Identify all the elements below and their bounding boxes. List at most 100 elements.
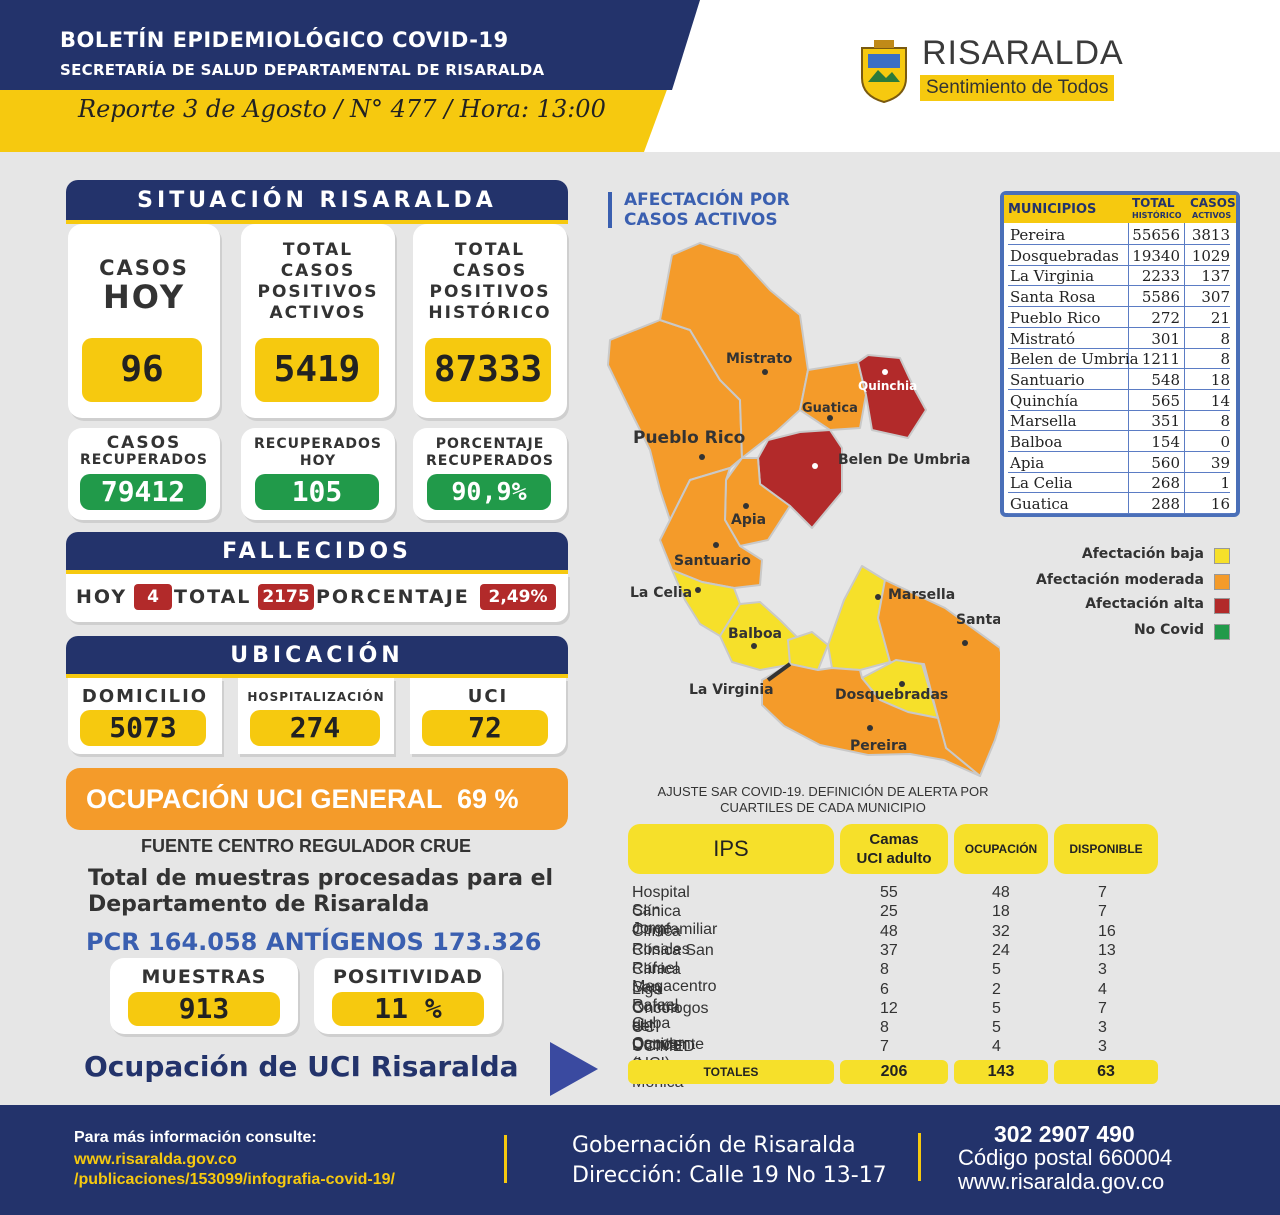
col-divider-1 (1128, 223, 1129, 513)
casos-activos-label-1: TOTAL (282, 240, 354, 260)
map-city-markers (695, 369, 968, 731)
footer-divider-2 (918, 1133, 921, 1181)
fuente-crue: FUENTE CENTRO REGULADOR CRUE (140, 836, 471, 856)
footer-gobernacion: Gobernación de Risaralda (572, 1133, 856, 1158)
map-title-accent (608, 192, 612, 228)
map-label-santuario: Santuario (674, 553, 751, 569)
casos-hoy-value: 96 (82, 338, 202, 402)
antigenos-total: ANTÍGENOS 173.326 (266, 928, 542, 956)
ips-name: Hospital San Jorge (632, 884, 690, 937)
ubicacion-title: UBICACIÓN (66, 636, 568, 678)
region-guatica[interactable] (799, 361, 867, 431)
recuperados-value: 79412 (80, 474, 206, 510)
ips-camas: 8 (880, 1019, 889, 1037)
fallecidos-title: FALLECIDOS (66, 532, 568, 574)
map-label-pueblo-rico: Pueblo Rico (633, 428, 745, 448)
ips-ocupacion: 2 (992, 980, 1001, 998)
municipio-name: Marsella (1010, 412, 1077, 431)
camas-header: Camas UCI adulto (840, 824, 948, 874)
ips-name: Liga Contra el Cancer (632, 980, 684, 1052)
domicilio-card: DOMICILIO 5073 (68, 678, 222, 754)
muestras-intro-1: Total de muestras procesadas para el (88, 866, 554, 891)
municipio-activos: 0 (1220, 433, 1230, 451)
totales-label: TOTALES (628, 1060, 834, 1084)
situacion-title: SITUACIÓN RISARALDA (66, 180, 568, 224)
logo-name: RISARALDA (922, 34, 1124, 72)
ips-ocupacion: 18 (992, 903, 1010, 921)
region-quinchia[interactable] (857, 354, 927, 439)
recuperados-hoy-value: 105 (255, 474, 379, 510)
municipio-name: Dosquebradas (1010, 246, 1119, 265)
totales-ocupacion: 143 (954, 1060, 1048, 1084)
play-arrow-icon[interactable] (548, 1040, 600, 1098)
porcentaje-recuperados-label-2: RECUPERADOS (425, 453, 555, 469)
municipio-row: La Virginia 2233 137 (1008, 266, 1230, 287)
ips-header: IPS (628, 824, 834, 874)
ips-camas: 12 (880, 999, 898, 1017)
ips-ocupacion: 5 (992, 1019, 1001, 1037)
marker-quinchia (882, 369, 888, 375)
marker-santuario (713, 542, 719, 548)
bulletin-subtitle: SECRETARÍA DE SALUD DEPARTAMENTAL DE RIS… (60, 61, 545, 79)
positividad-label: POSITIVIDAD (333, 966, 483, 988)
municipio-total: 19340 (1132, 246, 1180, 265)
municipio-row: Quinchía 565 14 (1008, 391, 1230, 411)
ips-disponible: 3 (1098, 1038, 1107, 1056)
ips-disponible: 16 (1098, 922, 1116, 940)
footer-web[interactable]: www.risaralda.gov.co (958, 1169, 1165, 1194)
ips-ocupacion: 32 (992, 922, 1010, 940)
municipio-row: Guatica 288 16 (1008, 494, 1230, 515)
marker-pereira (867, 725, 873, 731)
map-label-apia: Apia (731, 512, 766, 528)
hospitalizacion-label: HOSPITALIZACIÓN (247, 690, 385, 704)
municipio-name: Quinchía (1010, 391, 1079, 410)
footer-url-1[interactable]: www.risaralda.gov.co (74, 1151, 237, 1168)
logo-tagline: Sentimiento de Todos (920, 75, 1115, 101)
casos-historico-label-3: POSITIVOS (429, 282, 551, 302)
marker-dosquebradas (899, 681, 905, 687)
municipio-activos: 1 (1220, 474, 1230, 493)
region-la-virginia[interactable] (787, 631, 829, 671)
marker-pueblo-rico (699, 454, 705, 460)
ajuste-note-line-2: CUARTILES DE CADA MUNICIPIO (720, 800, 926, 815)
ajuste-note: AJUSTE SAR COVID-19. DEFINICIÓN DE ALERT… (628, 784, 1018, 816)
legend-nocovid-label: No Covid (1133, 622, 1204, 638)
hospitalizacion-value: 274 (250, 710, 380, 746)
region-pereira[interactable] (761, 663, 981, 777)
municipio-row: Mistrató 301 8 (1008, 329, 1230, 349)
ips-camas: 55 (880, 884, 898, 901)
municipio-total: 154 (1151, 433, 1180, 451)
uci-risaralda-link[interactable]: Ocupación de UCI Risaralda (84, 1050, 519, 1083)
map-label-la-celia: La Celia (630, 585, 692, 601)
recuperados-hoy-label-2: HOY (299, 453, 337, 469)
header-casos: CASOS (1190, 196, 1236, 210)
casos-historico-label-4: HISTÓRICO (428, 303, 552, 323)
footer-url-2[interactable]: /publicaciones/153099/infografia-covid-1… (74, 1171, 395, 1188)
ips-ocupacion: 48 (992, 884, 1010, 901)
ips-disponible: 7 (1098, 903, 1107, 921)
col-divider-2 (1184, 223, 1185, 513)
casos-activos-label-2: CASOS (280, 261, 356, 281)
marker-santa-rosa (962, 640, 968, 646)
municipios-table: MUNICIPIOS TOTAL HISTÓRICO CASOS ACTIVOS… (1000, 191, 1240, 517)
fallecidos-total-label: TOTAL (174, 586, 252, 608)
legend-moderada-swatch (1214, 574, 1230, 590)
map-label-marsella: Marsella (888, 587, 955, 603)
casos-activos-label-3: POSITIVOS (257, 282, 379, 302)
region-mistrato[interactable] (659, 242, 809, 459)
municipio-total: 351 (1151, 412, 1180, 431)
disponible-header: DISPONIBLE (1054, 824, 1158, 874)
municipio-activos: 39 (1210, 453, 1230, 472)
recuperados-hoy-card: RECUPERADOS HOY 105 (241, 428, 395, 520)
municipio-name: Pereira (1010, 226, 1066, 244)
porcentaje-recuperados-value: 90,9% (427, 474, 551, 510)
casos-historico-card: TOTAL CASOS POSITIVOS HISTÓRICO 87333 (413, 224, 567, 418)
municipio-row: Santuario 548 18 (1008, 370, 1230, 390)
muestras-card: MUESTRAS 913 (110, 958, 298, 1034)
casos-activos-card: TOTAL CASOS POSITIVOS ACTIVOS 5419 (241, 224, 395, 418)
municipio-total: 548 (1151, 370, 1180, 389)
municipio-row: Dosquebradas 19340 1029 (1008, 246, 1230, 266)
ips-ocupacion: 5 (992, 961, 1001, 979)
map-label-balboa: Balboa (728, 626, 782, 642)
municipio-activos: 14 (1210, 391, 1230, 410)
